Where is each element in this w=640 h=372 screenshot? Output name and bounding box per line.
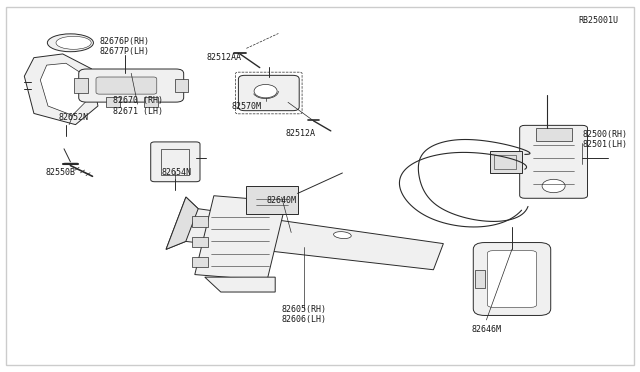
FancyBboxPatch shape	[96, 77, 157, 94]
Text: 82652N: 82652N	[59, 113, 88, 122]
Text: 82654N: 82654N	[161, 169, 191, 177]
Polygon shape	[166, 197, 198, 249]
Bar	[192, 257, 208, 267]
Bar	[246, 186, 298, 214]
Bar	[106, 97, 120, 107]
FancyBboxPatch shape	[474, 243, 550, 315]
FancyBboxPatch shape	[239, 75, 300, 111]
FancyBboxPatch shape	[151, 142, 200, 182]
Text: 82570M: 82570M	[232, 102, 261, 110]
Polygon shape	[24, 54, 98, 125]
Bar	[175, 79, 188, 92]
Text: 82640M: 82640M	[267, 196, 296, 205]
Bar	[494, 155, 516, 169]
FancyBboxPatch shape	[195, 196, 286, 280]
FancyBboxPatch shape	[520, 125, 588, 198]
Text: 82676P(RH)
82677P(LH): 82676P(RH) 82677P(LH)	[100, 37, 150, 56]
Text: 82646M: 82646M	[472, 325, 501, 334]
Bar	[536, 128, 572, 141]
Text: 82670 (RH)
82671 (LH): 82670 (RH) 82671 (LH)	[113, 96, 163, 116]
Bar	[192, 216, 208, 227]
Text: 82500(RH)
82501(LH): 82500(RH) 82501(LH)	[582, 130, 627, 149]
Bar	[161, 149, 189, 175]
Ellipse shape	[333, 232, 351, 238]
Bar	[144, 97, 158, 107]
Bar	[192, 237, 208, 247]
Text: 82550B: 82550B	[46, 169, 76, 177]
Bar	[490, 151, 522, 173]
Polygon shape	[205, 277, 275, 292]
Text: 82512AA: 82512AA	[207, 53, 241, 62]
Circle shape	[542, 179, 565, 193]
Text: 82605(RH)
82606(LH): 82605(RH) 82606(LH)	[282, 305, 326, 324]
Bar	[476, 270, 486, 288]
Polygon shape	[40, 63, 87, 115]
Ellipse shape	[56, 36, 92, 49]
Circle shape	[254, 84, 277, 98]
FancyBboxPatch shape	[79, 69, 184, 102]
Text: 82512A: 82512A	[286, 129, 316, 138]
Text: RB25001U: RB25001U	[579, 16, 618, 25]
Polygon shape	[166, 197, 444, 270]
Bar	[74, 78, 88, 93]
FancyBboxPatch shape	[488, 251, 536, 307]
Ellipse shape	[47, 34, 93, 52]
